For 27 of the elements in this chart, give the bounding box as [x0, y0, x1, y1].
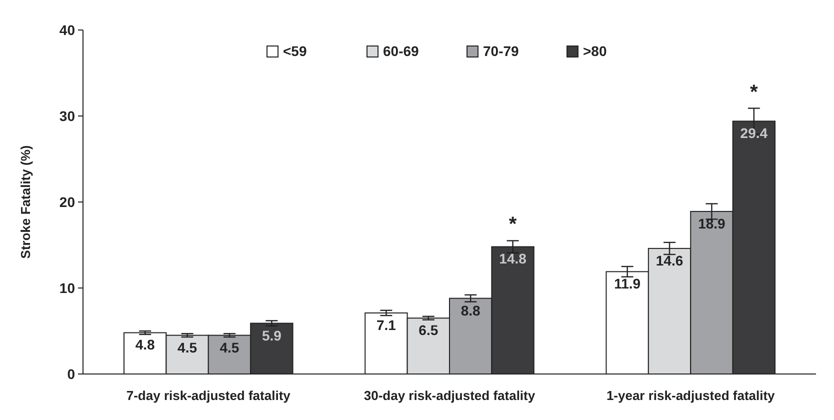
- legend-label: 70-79: [483, 43, 520, 59]
- data-label: 4.5: [178, 339, 198, 356]
- data-label: 4.8: [135, 336, 156, 353]
- y-tick-label: 10: [59, 280, 76, 296]
- data-label: 14.6: [656, 252, 684, 268]
- data-label: 29.4: [740, 125, 768, 142]
- y-tick-label: 40: [59, 22, 76, 38]
- y-tick-label: 0: [67, 366, 76, 382]
- x-tick-label: 1-year risk-adjusted fatality: [606, 388, 776, 403]
- y-tick-label: 20: [59, 194, 76, 210]
- data-label: 7.1: [376, 316, 396, 333]
- annotation: *: [750, 81, 758, 104]
- legend-label: 60-69: [383, 43, 420, 59]
- data-label: 4.5: [220, 339, 240, 356]
- y-axis-title: Stroke Fatality (%): [18, 145, 33, 259]
- legend-label: <59: [283, 43, 307, 59]
- data-label: 11.9: [614, 276, 641, 292]
- x-tick-label: 7-day risk-adjusted fatality: [126, 388, 292, 403]
- data-label: 18.9: [698, 215, 726, 232]
- annotation: *: [508, 214, 517, 236]
- y-tick-label: 30: [59, 108, 76, 124]
- legend-label: >80: [583, 43, 607, 59]
- data-label: 14.8: [499, 250, 527, 267]
- data-label: 8.8: [460, 302, 481, 318]
- data-label: 6.5: [418, 322, 438, 338]
- data-label: 5.9: [262, 327, 282, 344]
- x-tick-label: 30-day risk-adjusted fatality: [364, 388, 536, 403]
